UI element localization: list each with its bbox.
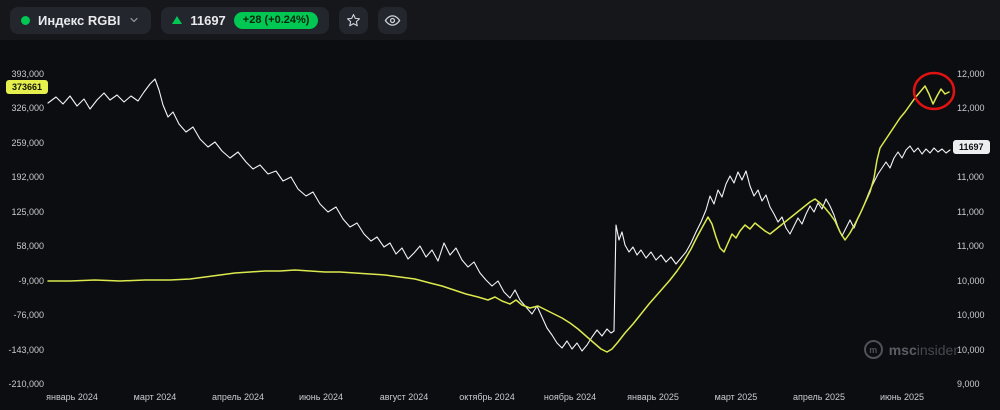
yellow-value-badge: 373661 bbox=[6, 80, 48, 94]
instrument-selector[interactable]: Индекс RGBI bbox=[10, 7, 151, 34]
right-axis-label: 12,000 bbox=[957, 69, 985, 79]
left-axis-label: 192,000 bbox=[2, 172, 44, 182]
change-badge: +28 (+0.24%) bbox=[234, 12, 319, 29]
right-axis-label: 11,000 bbox=[957, 241, 984, 251]
instrument-dot-icon bbox=[21, 16, 30, 25]
left-axis-label: -210,000 bbox=[2, 379, 44, 389]
mscinsider-logo-icon: m bbox=[864, 340, 883, 359]
quote-value: 11697 bbox=[190, 13, 225, 28]
left-axis-label: -76,000 bbox=[2, 310, 44, 320]
star-icon bbox=[346, 13, 361, 28]
quote-pill[interactable]: 11697 +28 (+0.24%) bbox=[161, 7, 329, 34]
chart-canvas bbox=[0, 0, 1000, 410]
yellow-line-series bbox=[48, 86, 949, 352]
time-axis-label: июнь 2025 bbox=[880, 392, 924, 402]
right-axis-label: 11,000 bbox=[957, 207, 984, 217]
instrument-label: Индекс RGBI bbox=[38, 13, 120, 28]
right-axis-label: 10,000 bbox=[957, 345, 985, 355]
right-axis-label: 10,000 bbox=[957, 310, 985, 320]
right-axis-label: 12,000 bbox=[957, 103, 985, 113]
left-axis-label: -143,000 bbox=[2, 345, 44, 355]
left-axis-label: 326,000 bbox=[2, 103, 44, 113]
watermark: m mscinsider bbox=[864, 340, 958, 359]
right-axis-label: 11,000 bbox=[957, 172, 984, 182]
topbar: Индекс RGBI 11697 +28 (+0.24%) bbox=[0, 0, 1000, 40]
left-axis-label: 125,000 bbox=[2, 207, 44, 217]
time-axis-label: январь 2024 bbox=[46, 392, 98, 402]
favorite-star-button[interactable] bbox=[339, 7, 368, 34]
eye-icon bbox=[384, 12, 401, 29]
time-axis-label: март 2025 bbox=[715, 392, 758, 402]
time-axis-label: апрель 2024 bbox=[212, 392, 264, 402]
red-circle-annotation bbox=[914, 73, 954, 109]
time-axis-label: апрель 2025 bbox=[793, 392, 845, 402]
time-axis-label: март 2024 bbox=[134, 392, 177, 402]
watchlist-eye-button[interactable] bbox=[378, 7, 407, 34]
right-axis-label: 9,000 bbox=[957, 379, 980, 389]
time-axis-label: июнь 2024 bbox=[299, 392, 343, 402]
right-axis-label: 10,000 bbox=[957, 276, 985, 286]
trading-app: Индекс RGBI 11697 +28 (+0.24%) 393,000 32… bbox=[0, 0, 1000, 410]
time-axis-label: ноябрь 2024 bbox=[544, 392, 596, 402]
left-axis-label: 393,000 bbox=[2, 69, 44, 79]
time-axis-label: август 2024 bbox=[380, 392, 429, 402]
left-axis-label: 259,000 bbox=[2, 138, 44, 148]
left-axis-label: 58,000 bbox=[2, 241, 44, 251]
watermark-text: mscinsider bbox=[889, 342, 958, 358]
chevron-down-icon bbox=[128, 14, 140, 26]
left-axis-label: -9,000 bbox=[2, 276, 44, 286]
time-axis-label: январь 2025 bbox=[627, 392, 679, 402]
time-axis-label: октябрь 2024 bbox=[459, 392, 514, 402]
rgbi-white-line-series bbox=[48, 79, 950, 351]
last-price-badge: 11697 bbox=[953, 140, 990, 154]
triangle-up-icon bbox=[172, 16, 182, 24]
